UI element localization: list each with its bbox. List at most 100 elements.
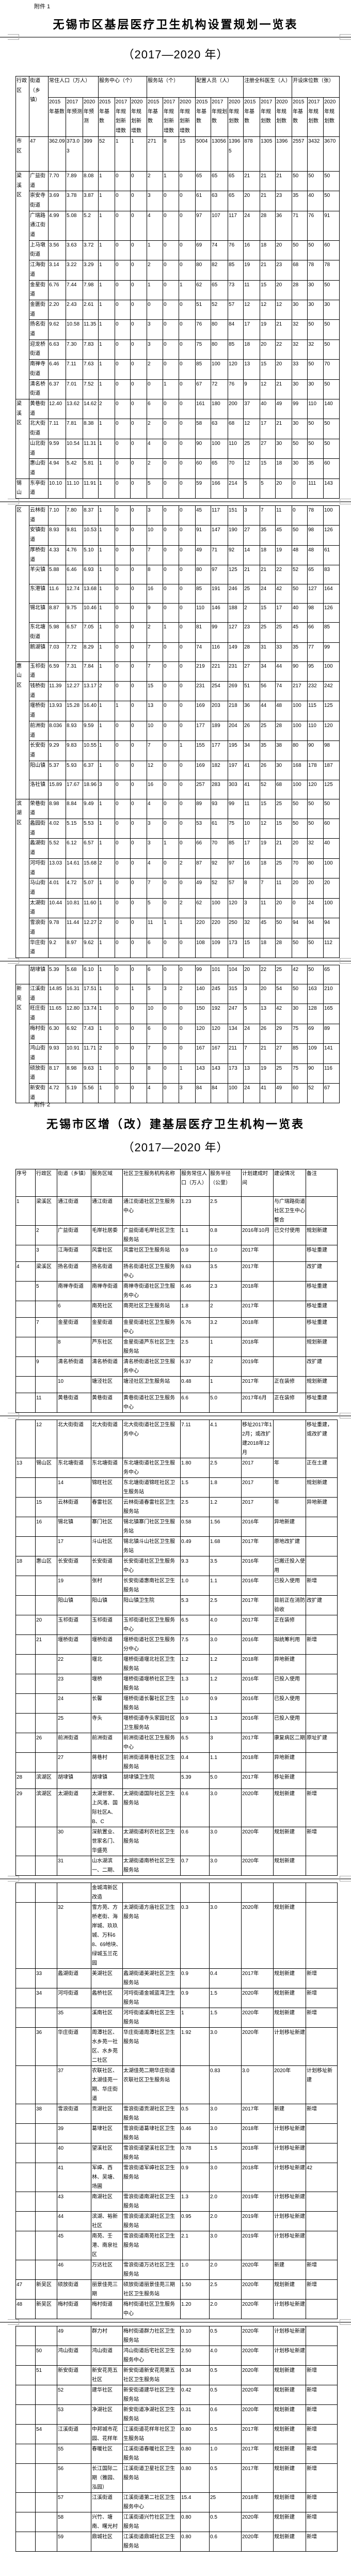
population-cell: 1.92 [180,2027,210,2066]
population-cell: 1.0 [180,1693,210,1714]
value-cell: 3 [179,1083,196,1104]
street-cell: 锡北镇 [57,1517,91,1537]
completion-cell: 2020年 [241,2027,274,2066]
value-cell: 0 [115,299,131,320]
street-cell: 35 [57,2008,91,2028]
street-cell: 东港镇 [29,584,49,604]
value-cell: 56 [260,681,276,702]
table-row: 马山街道 4.01 4.72 5.07 1 0 0 7 0 0 49 52 57 8 7 11 20 20 20 [16,878,340,899]
population-cell: 6.5 [180,1615,210,1635]
note-cell [306,2299,338,2319]
value-cell: 3.69 [48,191,66,211]
value-cell: 65 [228,191,244,211]
area-cell: 阳山镇 [91,1595,123,1615]
street-cell: 江溪街道 [57,2424,91,2444]
subheader: 2015年基数 [195,97,212,137]
completion-cell: 2016年 [241,1556,274,1576]
value-cell: 70 [323,359,340,380]
value-cell: 1 [179,741,196,761]
table2-container: 序号 行政区 街道（乡镇） 服务区域 社区卫生服务机构名称 服务常住人口（万人） 服务半径（… [0,1169,351,2552]
population-cell: 0.7 [180,1856,210,1876]
subheader: 2017年规划数 [260,97,276,137]
value-cell: 120 [323,720,340,742]
completion-cell: 2018年 [241,2123,274,2143]
value-cell: 0 [130,1004,147,1024]
area-cell: 东北塘街道 [91,1458,123,1478]
value-cell: 165 [323,1004,340,1024]
institution-cell: 梅村街道社区卫生服务中心 [122,2299,181,2319]
value-cell: 24 [260,584,276,604]
population-cell: 0.5 [180,2104,210,2124]
value-cell: 11 [243,798,260,820]
value-cell: 2 [98,398,116,420]
value-cell: 17 [275,603,292,623]
value-cell: 2 [98,1043,115,1064]
value-cell: 1 [163,838,179,859]
value-cell: 74 [275,681,292,702]
value-cell: 7.05 [83,622,99,643]
district-cell [15,964,29,984]
value-cell: 50 [323,419,340,439]
value-cell: 22 [275,565,292,585]
street-cell: 北大街街道 [57,1420,91,1458]
value-cell: 0 [115,918,131,938]
district-cell: 惠山区 [15,661,29,799]
radius-cell: 2.5 [209,1196,242,1226]
table-row: 惠山街道 4.94 5.42 5.81 1 0 0 2 0 0 60 65 70 12 15 18 30 35 60 [16,458,340,479]
value-cell: 6 [147,937,163,958]
value-cell: 30 [292,379,308,399]
population-cell: 9.63 [180,1261,210,1282]
value-cell: 4.02 [48,819,66,839]
value-cell: 18 [243,339,261,360]
population-cell: 1.2 [180,1654,210,1674]
status-cell: 规划新建 [273,1902,306,1969]
value-cell: 0 [115,983,131,1005]
table-row: 羊尖镇 5.88 6.46 6.93 1 0 0 8 0 0 80 97 125 21 21 22 52 65 83 [16,565,340,585]
value-cell: 120 [228,898,244,919]
table-row: 32 雪方苑、方桥老街、海岸城、玖玖城、万科68、69地块、绿城玉兰花园 太湖街道方… [15,1902,338,1969]
value-cell: 49 [275,398,293,420]
table1-page-2: 区云林街道 7.10 7.80 8.37 1 0 0 3 0 0 45 117 151 3 7 11 0 78 10… [15,505,340,958]
table-row: 11 黄巷街道 黄巷街道 黄巷街道社区卫生服务中心 6.6 5.0 2017年6月 正在装修移… [15,1393,338,1413]
institution-cell: 蠡湖街道美湖社区卫生服务站 [122,1968,181,1988]
value-cell: 20 [275,240,293,261]
district-cell: 36 [35,2027,57,2066]
status-cell: 规划新增 [273,2492,306,2512]
value-cell: 59 [195,478,212,499]
area-cell: 中邦城市花园、花样年 [91,2424,123,2444]
value-cell: 0 [115,171,131,192]
table-row: 惠山区 玉祁街道 6.59 7.31 7.84 1 0 0 7 0 0 219 221 231 27 34 44… [15,661,340,799]
note-cell: 新增 [306,2404,338,2425]
table-row: 45 南苑、壬港、南泉社区 雪浪街道南苑社区卫生服务站 2.1 3.0 2019年 计划移址… [15,2231,338,2260]
radius-cell: 2.5 [209,1595,242,1615]
value-cell: 38 [275,741,292,761]
street-cell: 52 [57,2385,91,2405]
value-cell: 0 [115,898,131,919]
value-cell: 16.31 [66,983,83,1005]
institution-cell: 堰桥街道堰桥社区卫生服务站 [122,1674,181,1694]
completion-cell: 2016年 [241,1713,274,1733]
completion-cell: 2017年 [241,1301,274,1318]
completion-cell: 2017年 [241,1536,274,1556]
value-cell: 0 [115,642,131,662]
seq-cell [15,1337,36,1357]
status-cell: 拟统筹利用 [273,1634,306,1655]
value-cell: 21 [243,171,261,192]
value-cell: 30 [307,280,324,300]
population-cell: 0.9 [180,1713,210,1733]
note-cell: 移址重建 [306,1245,338,1262]
value-cell: 0 [130,720,147,742]
institution-cell: 前洲街道蒋巷社区卫生服务站 [122,1752,181,1772]
value-cell: 173 [228,1063,244,1084]
district-cell: 51 [35,2365,57,2385]
value-cell: 161 [195,398,212,420]
value-cell: 5 [260,478,276,499]
header-cell: 服务常住人口（万人） [180,1169,210,1197]
value-cell: 48 [307,545,324,566]
table-row: 37 农联社区、太湖佳苑一期、华庄街道 太湖佳苑二期华庄街道农联社区卫生服务站 0.8… [15,2065,338,2104]
population-cell [180,1883,210,1903]
value-cell: 97 [228,858,244,879]
value-cell: 0 [163,505,179,526]
value-cell: 28 [260,210,276,241]
header-cell: 序号 [15,1169,36,1197]
